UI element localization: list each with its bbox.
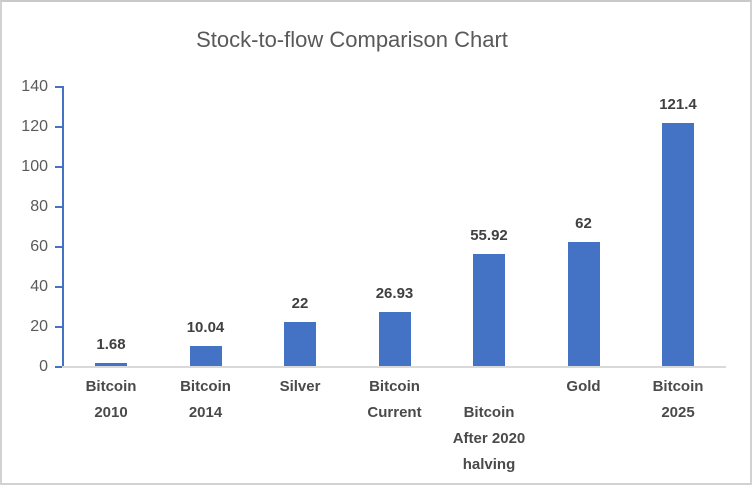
x-axis-category-label: Bitcoin 2025 — [652, 378, 704, 421]
y-axis-tick-label: 20 — [30, 318, 48, 335]
y-axis-tick — [55, 86, 64, 88]
x-axis-category-label: Bitcoin Current — [367, 378, 422, 421]
y-axis-tick — [55, 366, 64, 368]
data-label: 121.4 — [659, 96, 697, 114]
y-axis-tick — [55, 126, 64, 128]
x-axis-category-label: Silver — [279, 378, 321, 395]
x-axis-category-label: Gold — [566, 378, 601, 395]
y-axis-tick — [55, 286, 64, 288]
y-axis-tick-label: 80 — [30, 198, 48, 215]
data-label: 26.93 — [375, 285, 414, 303]
y-axis-tick-label: 100 — [21, 158, 48, 175]
data-label: 22 — [291, 295, 309, 312]
y-axis-tick — [55, 206, 64, 208]
y-axis-tick — [55, 246, 64, 248]
data-label: 1.68 — [96, 335, 126, 353]
bar-silver — [284, 322, 316, 366]
y-axis-tick — [55, 326, 64, 328]
x-axis-category-label: Bitcoin 2014 — [180, 378, 231, 421]
x-axis-category-label: Bitcoin 2010 — [85, 378, 137, 421]
x-axis-line — [62, 366, 726, 368]
data-label: 10.04 — [186, 318, 225, 336]
y-axis-line — [62, 86, 64, 368]
chart-title: Stock-to-flow Comparison Chart — [196, 27, 508, 52]
y-axis-tick-label: 140 — [21, 78, 48, 95]
bar-bitcoin-2025 — [662, 123, 694, 366]
bar-bitcoin-current — [378, 312, 411, 366]
y-axis-tick-label: 60 — [30, 238, 48, 255]
bar-bitcoin-after-2020-halving — [473, 254, 505, 366]
x-axis-category-label: Bitcoin After 2020 halving — [452, 404, 526, 473]
y-axis-tick — [55, 166, 64, 168]
y-axis-tick-label: 0 — [39, 358, 48, 375]
data-label: 55.92 — [470, 227, 508, 245]
bar-gold — [567, 242, 600, 366]
bar-bitcoin-2014 — [189, 345, 222, 366]
y-axis-tick-label: 120 — [21, 118, 48, 135]
bar-bitcoin-2010 — [95, 362, 127, 366]
data-label: 62 — [575, 215, 592, 232]
y-axis-tick-label: 40 — [30, 278, 48, 295]
